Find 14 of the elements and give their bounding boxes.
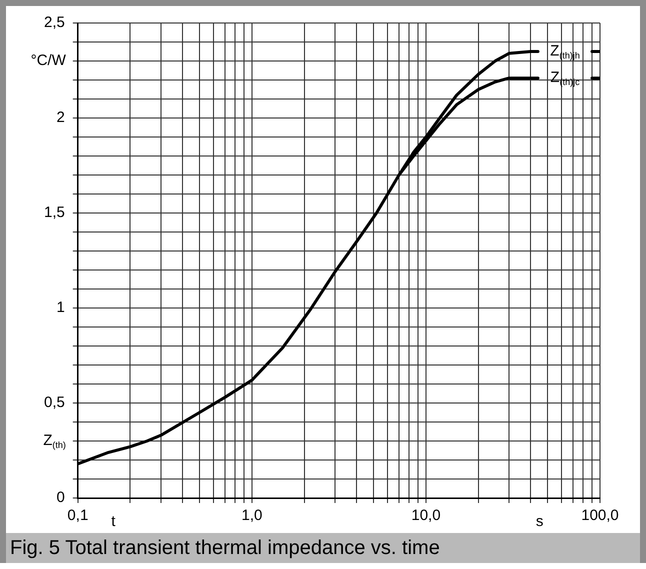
y-tick-label: 1,5 [44,204,65,222]
y-tick-label: 2,5 [44,14,65,32]
x-tick-label: 10,0 [411,507,441,524]
y-tick-label: 0 [56,489,65,506]
x-axis-title: t [111,513,116,530]
y-tick-label: 1 [56,299,65,316]
y-tick-label: 2 [56,109,65,126]
x-tick-label: 100,0 [581,507,619,524]
y-tick-label: 0,5 [44,394,65,412]
x-tick-label: 0,1 [67,507,88,524]
text: s [536,513,544,530]
x-tick-label: 1,0 [241,507,262,524]
text: Fig. 5 Total transient thermal impedance vs. time [6,533,640,563]
text: °C/W [30,52,67,70]
